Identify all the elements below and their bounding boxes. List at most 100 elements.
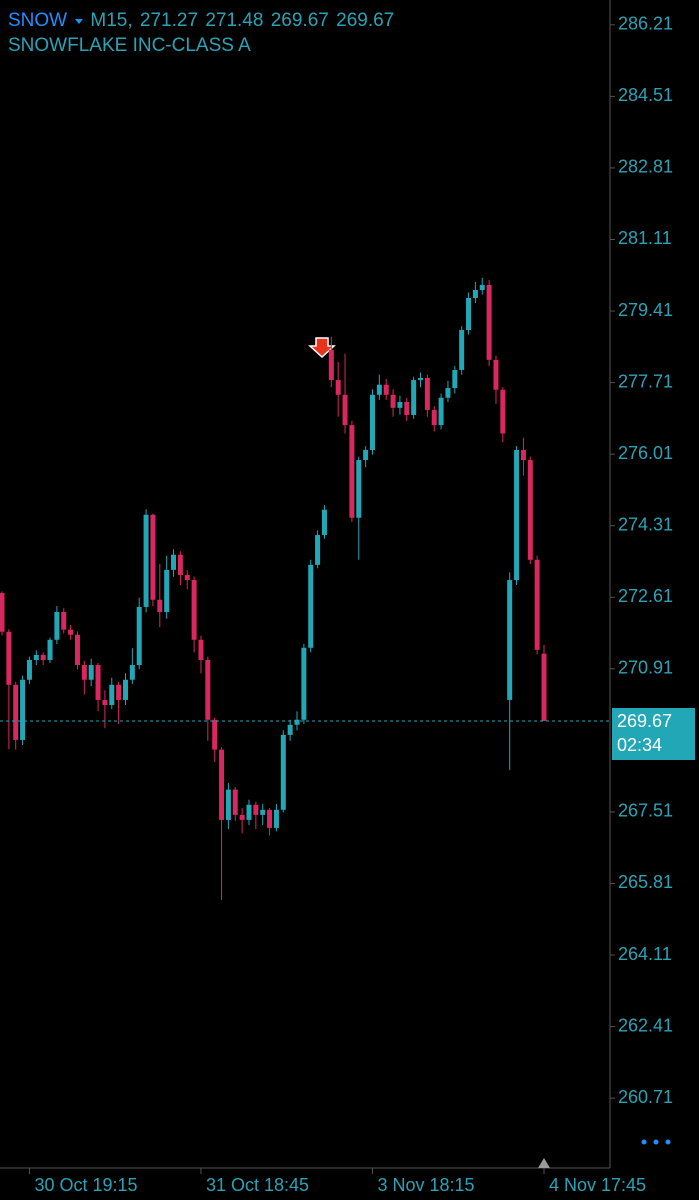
y-tick-label: 279.41 bbox=[618, 300, 673, 320]
candle-body bbox=[438, 397, 444, 426]
candle-body bbox=[191, 580, 197, 640]
candle-body bbox=[20, 679, 26, 740]
candle-body bbox=[418, 377, 424, 381]
candle-body bbox=[143, 514, 149, 607]
candle-body bbox=[493, 359, 499, 390]
candle-body bbox=[280, 734, 286, 810]
y-tick-label: 276.01 bbox=[618, 443, 673, 463]
candle-body bbox=[205, 659, 211, 720]
candle-body bbox=[95, 665, 101, 700]
y-tick-label: 277.71 bbox=[618, 371, 673, 391]
candle-body bbox=[47, 639, 53, 660]
period-marker bbox=[538, 1158, 550, 1168]
candle-body bbox=[342, 394, 348, 426]
more-menu[interactable] bbox=[641, 1139, 671, 1145]
candle-body bbox=[177, 554, 183, 575]
candle-body bbox=[184, 574, 190, 581]
x-tick-label: 4 Nov 17:45 bbox=[549, 1175, 646, 1195]
candle-body bbox=[514, 449, 520, 581]
y-tick-label: 281.11 bbox=[618, 228, 672, 248]
header-line: SNOW M15, 271.27 271.48 269.67 269.67 bbox=[8, 8, 396, 33]
last-price-label: 269.67 bbox=[617, 711, 672, 731]
candle-body bbox=[54, 611, 60, 640]
candle-body bbox=[520, 449, 526, 461]
candle-body bbox=[212, 719, 218, 750]
candle-body bbox=[534, 559, 540, 650]
candle-body bbox=[13, 684, 19, 740]
candle-body bbox=[81, 665, 87, 680]
y-tick-label: 270.91 bbox=[618, 658, 673, 678]
candle-body bbox=[349, 425, 355, 518]
candle-body bbox=[68, 629, 74, 635]
candle-body bbox=[335, 380, 341, 395]
candle-body bbox=[116, 684, 122, 700]
y-tick-label: 262.41 bbox=[618, 1015, 673, 1035]
candle-body bbox=[267, 809, 273, 828]
y-tick-label: 286.21 bbox=[618, 14, 673, 34]
candle-body bbox=[500, 389, 506, 434]
x-tick-label: 31 Oct 18:45 bbox=[206, 1175, 309, 1195]
candle-body bbox=[150, 514, 156, 600]
last-price-box bbox=[612, 708, 695, 761]
candle-body bbox=[479, 284, 485, 291]
candle-body bbox=[541, 653, 547, 722]
candle-body bbox=[308, 564, 314, 648]
candle-body bbox=[507, 580, 513, 700]
candle-body bbox=[527, 460, 533, 560]
candle-body bbox=[74, 634, 80, 666]
candle-body bbox=[219, 749, 225, 820]
candle-body bbox=[376, 384, 382, 395]
header-open: 271.27 bbox=[139, 10, 199, 31]
candle-body bbox=[253, 804, 259, 815]
candle-body bbox=[452, 369, 458, 389]
candle-body bbox=[397, 401, 403, 408]
header-low: 269.67 bbox=[270, 10, 329, 31]
header-high: 271.48 bbox=[205, 10, 264, 31]
candle-body bbox=[287, 724, 293, 735]
candle-body bbox=[390, 394, 396, 408]
candle-body bbox=[88, 665, 94, 680]
candle-body bbox=[0, 593, 5, 632]
candle-body bbox=[232, 789, 238, 815]
candle-body bbox=[198, 639, 204, 660]
instrument-name: SNOWFLAKE INC-CLASS A bbox=[8, 35, 251, 56]
candle-body bbox=[33, 654, 39, 660]
x-tick-label: 30 Oct 19:15 bbox=[34, 1175, 137, 1195]
candle-body bbox=[246, 804, 252, 820]
header-close: 269.67 bbox=[336, 10, 395, 31]
candle-body bbox=[411, 380, 417, 416]
candle-body bbox=[315, 534, 321, 565]
candle-body bbox=[6, 631, 12, 685]
candle-body bbox=[225, 789, 231, 820]
candle-body bbox=[328, 349, 334, 381]
y-tick-label: 282.81 bbox=[618, 157, 673, 177]
candle-body bbox=[102, 699, 108, 706]
candle-body bbox=[486, 284, 492, 360]
y-tick-label: 265.81 bbox=[618, 872, 673, 892]
y-tick-label: 264.11 bbox=[618, 944, 672, 964]
y-tick-label: 284.51 bbox=[618, 85, 673, 105]
candle-body bbox=[260, 809, 266, 815]
y-tick-label: 260.71 bbox=[618, 1087, 673, 1107]
candle-body bbox=[294, 719, 300, 725]
candle-body bbox=[404, 401, 410, 416]
candle-body bbox=[424, 377, 430, 410]
candle-body bbox=[431, 409, 437, 426]
x-tick-label: 3 Nov 18:15 bbox=[377, 1175, 474, 1195]
candle-body bbox=[61, 611, 67, 630]
y-tick-label: 267.51 bbox=[618, 801, 673, 821]
candle-body bbox=[466, 297, 472, 330]
candle-body bbox=[383, 384, 389, 395]
symbol-dropdown[interactable] bbox=[74, 16, 84, 26]
candle-body bbox=[26, 659, 32, 680]
candle-body bbox=[109, 684, 115, 706]
candle-body bbox=[301, 647, 307, 720]
symbol[interactable]: SNOW bbox=[8, 10, 68, 31]
candle-body bbox=[369, 394, 375, 450]
candle-body bbox=[472, 290, 478, 298]
y-tick-label: 272.61 bbox=[618, 586, 673, 606]
candle-body bbox=[122, 679, 128, 700]
timeframe: M15, bbox=[90, 10, 133, 31]
